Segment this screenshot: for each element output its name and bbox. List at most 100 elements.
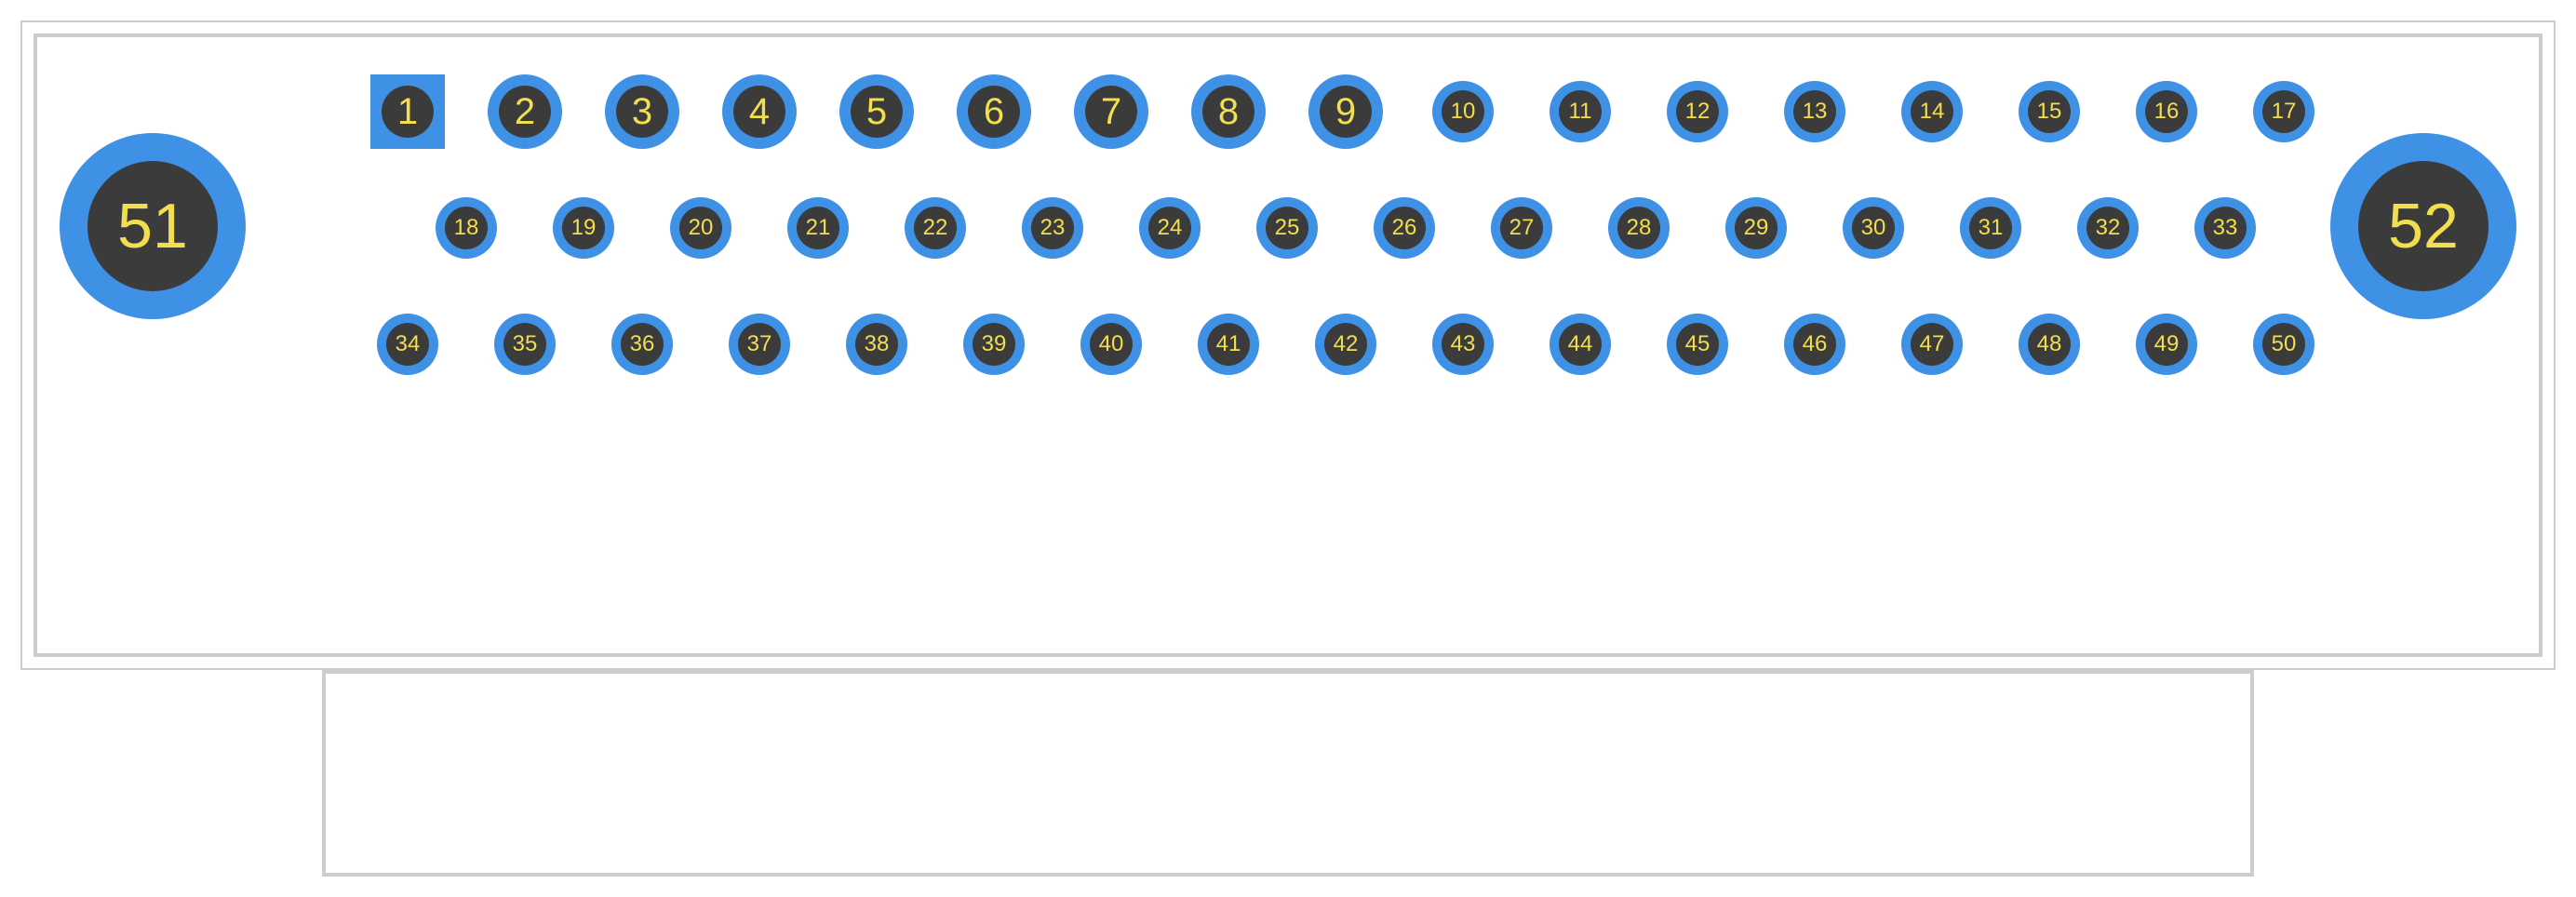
- pin-16-pad: 16: [2145, 90, 2188, 133]
- pin-14: 14: [1901, 81, 1963, 142]
- pin-16: 16: [2136, 81, 2197, 142]
- pin-2: 2: [488, 74, 562, 149]
- pin-5: 5: [839, 74, 914, 149]
- pin-38-pad: 38: [855, 323, 898, 366]
- pin-29: 29: [1725, 197, 1787, 259]
- pin-3: 3: [605, 74, 679, 149]
- pin-18-label: 18: [454, 217, 479, 239]
- pin-28-pad: 28: [1617, 207, 1660, 249]
- pin-12-pad: 12: [1676, 90, 1719, 133]
- pin-2-pad: 2: [499, 86, 551, 138]
- pin-47-label: 47: [1920, 333, 1945, 355]
- pin-51-label: 51: [117, 194, 188, 258]
- pin-32: 32: [2077, 197, 2139, 259]
- pin-18-pad: 18: [445, 207, 488, 249]
- pin-1-pad: 1: [382, 86, 434, 138]
- pin-21: 21: [787, 197, 849, 259]
- pin-23-pad: 23: [1031, 207, 1074, 249]
- pin-5-pad: 5: [851, 86, 903, 138]
- pin-20-pad: 20: [679, 207, 722, 249]
- pin-22-pad: 22: [914, 207, 957, 249]
- pin-30-pad: 30: [1852, 207, 1895, 249]
- pin-25-label: 25: [1275, 217, 1300, 239]
- pin-33-pad: 33: [2204, 207, 2247, 249]
- pin-26-label: 26: [1392, 217, 1417, 239]
- pin-44-pad: 44: [1559, 323, 1602, 366]
- pin-35-pad: 35: [503, 323, 546, 366]
- pin-11-label: 11: [1569, 100, 1592, 123]
- pin-46: 46: [1784, 314, 1845, 375]
- pin-3-pad: 3: [616, 86, 668, 138]
- pin-8-label: 8: [1218, 93, 1239, 130]
- pin-38: 38: [846, 314, 907, 375]
- pin-24: 24: [1139, 197, 1201, 259]
- pin-5-label: 5: [866, 93, 887, 130]
- pin-49-pad: 49: [2145, 323, 2188, 366]
- pin-25: 25: [1256, 197, 1318, 259]
- pin-48: 48: [2019, 314, 2080, 375]
- pin-23: 23: [1022, 197, 1083, 259]
- pin-10: 10: [1432, 81, 1494, 142]
- pin-52-label: 52: [2388, 194, 2459, 258]
- pin-21-label: 21: [806, 217, 831, 239]
- pin-29-pad: 29: [1735, 207, 1778, 249]
- pin-8: 8: [1191, 74, 1266, 149]
- pin-2-label: 2: [515, 93, 535, 130]
- pin-8-pad: 8: [1202, 86, 1254, 138]
- pin-36: 36: [611, 314, 673, 375]
- pin-47-pad: 47: [1911, 323, 1953, 366]
- pin-45: 45: [1667, 314, 1728, 375]
- footprint-stage: 1234567891011121314151617181920212223242…: [0, 0, 2576, 897]
- pin-29-label: 29: [1744, 217, 1769, 239]
- pin-25-pad: 25: [1266, 207, 1308, 249]
- pin-10-label: 10: [1451, 100, 1476, 123]
- pin-15-label: 15: [2037, 100, 2062, 123]
- pin-48-pad: 48: [2028, 323, 2071, 366]
- body-tab-outline: [322, 670, 2254, 877]
- pin-31-label: 31: [1979, 217, 2004, 239]
- pin-52-pad: 52: [2358, 161, 2489, 291]
- pin-49: 49: [2136, 314, 2197, 375]
- pin-6-pad: 6: [968, 86, 1020, 138]
- pin-31: 31: [1960, 197, 2021, 259]
- pin-15-pad: 15: [2028, 90, 2071, 133]
- pin-39-pad: 39: [973, 323, 1015, 366]
- pin-51-pad: 51: [87, 161, 218, 291]
- pin-39-label: 39: [982, 333, 1007, 355]
- pin-22: 22: [905, 197, 966, 259]
- pin-44: 44: [1550, 314, 1611, 375]
- pin-46-pad: 46: [1793, 323, 1836, 366]
- pin-48-label: 48: [2037, 333, 2062, 355]
- pin-42-pad: 42: [1324, 323, 1367, 366]
- pin-19-pad: 19: [562, 207, 605, 249]
- pin-43-label: 43: [1451, 333, 1476, 355]
- pin-49-label: 49: [2154, 333, 2180, 355]
- pin-4-label: 4: [749, 93, 770, 130]
- pin-1-label: 1: [397, 93, 418, 130]
- pin-4-pad: 4: [733, 86, 785, 138]
- pin-7-label: 7: [1101, 93, 1121, 130]
- pin-11-pad: 11: [1559, 90, 1602, 133]
- pin-14-label: 14: [1920, 100, 1945, 123]
- pin-35: 35: [494, 314, 556, 375]
- pin-27-label: 27: [1509, 217, 1535, 239]
- pin-1: 1: [370, 74, 445, 149]
- pin-34: 34: [377, 314, 438, 375]
- pin-51: 51: [60, 133, 246, 319]
- pin-38-label: 38: [865, 333, 890, 355]
- pin-20: 20: [670, 197, 731, 259]
- pin-17: 17: [2253, 81, 2314, 142]
- pin-37-label: 37: [747, 333, 772, 355]
- pin-40: 40: [1080, 314, 1142, 375]
- pin-32-pad: 32: [2086, 207, 2129, 249]
- pin-23-label: 23: [1040, 217, 1066, 239]
- pin-45-label: 45: [1685, 333, 1711, 355]
- pin-27: 27: [1491, 197, 1552, 259]
- pin-17-label: 17: [2272, 100, 2297, 123]
- pin-20-label: 20: [689, 217, 714, 239]
- pin-9-pad: 9: [1320, 86, 1372, 138]
- pin-34-label: 34: [396, 333, 421, 355]
- pin-42-label: 42: [1334, 333, 1359, 355]
- pin-41-pad: 41: [1207, 323, 1250, 366]
- pin-43-pad: 43: [1442, 323, 1484, 366]
